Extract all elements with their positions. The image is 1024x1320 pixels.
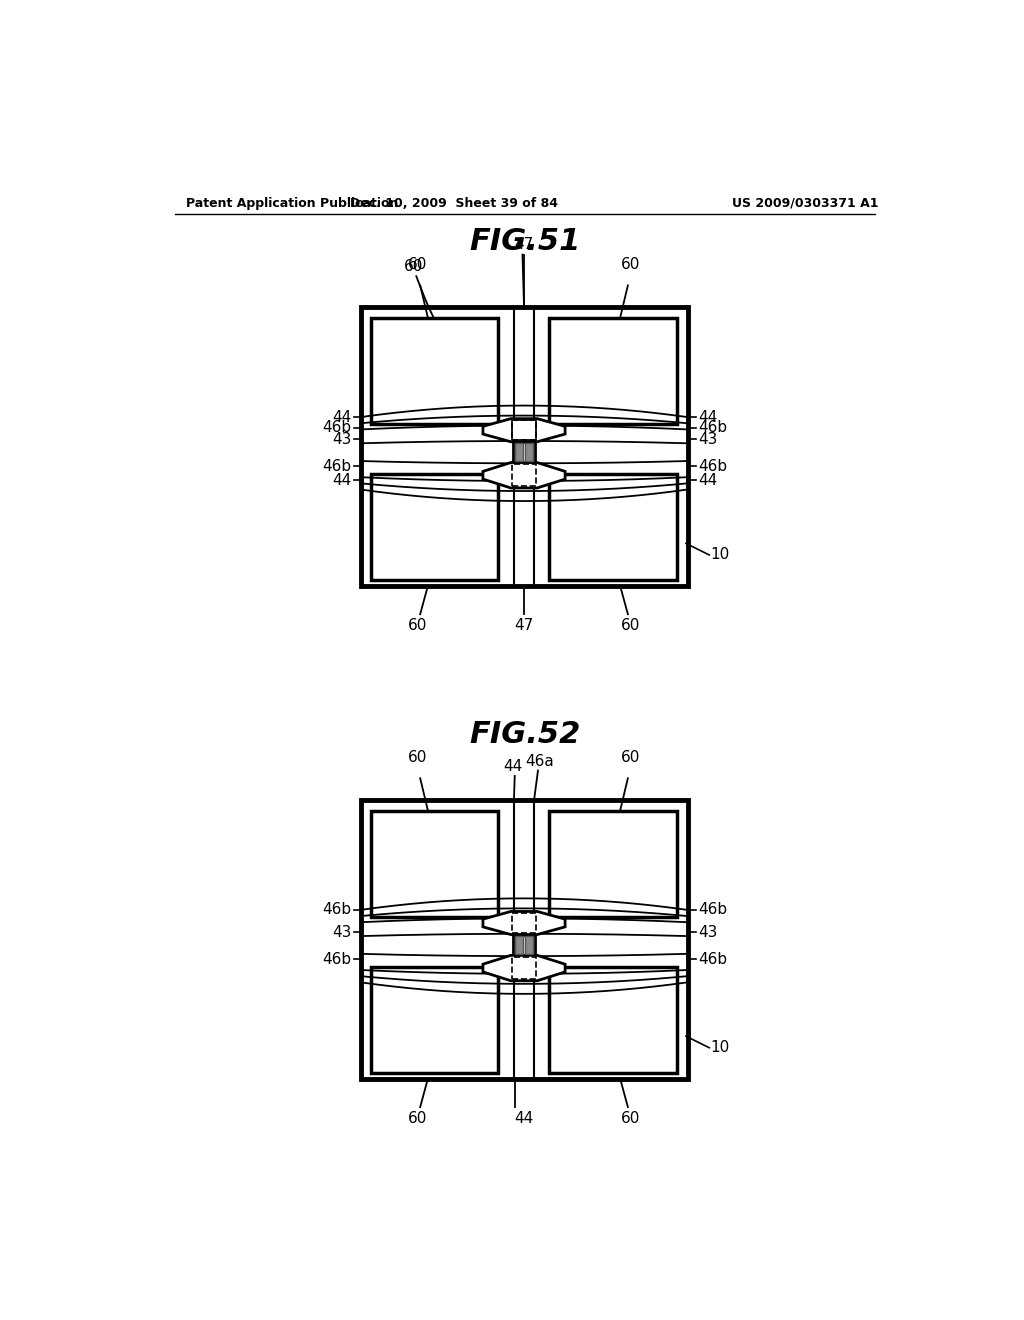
Bar (513, 935, 535, 956)
Bar (371, 474, 499, 581)
Text: 46b: 46b (698, 459, 727, 474)
Text: 47: 47 (514, 238, 534, 252)
Bar (524, 444, 534, 461)
Text: 44: 44 (332, 409, 351, 425)
Text: 60: 60 (621, 257, 640, 272)
Text: 46a: 46a (525, 754, 554, 770)
Polygon shape (483, 462, 565, 488)
Text: 60: 60 (408, 618, 427, 634)
Bar (512, 420, 536, 441)
Text: FIG.51: FIG.51 (469, 227, 581, 256)
Bar (512, 913, 536, 933)
Text: 43: 43 (332, 432, 351, 447)
Text: 46b: 46b (323, 420, 351, 436)
Bar (549, 966, 677, 1073)
Text: 44: 44 (514, 1111, 534, 1126)
Text: 10: 10 (711, 548, 730, 562)
Bar (512, 957, 536, 979)
Text: 60: 60 (408, 1111, 427, 1126)
Text: 43: 43 (698, 432, 718, 447)
Text: 60: 60 (408, 257, 427, 272)
Text: 46b: 46b (698, 903, 727, 917)
Bar (371, 318, 499, 424)
Bar (513, 442, 535, 462)
Text: 60: 60 (621, 618, 640, 634)
Bar (515, 936, 523, 954)
Bar (512, 465, 536, 487)
Text: Patent Application Publication: Patent Application Publication (186, 197, 398, 210)
Bar (371, 966, 499, 1073)
Text: 44: 44 (698, 409, 718, 425)
Text: 43: 43 (332, 925, 351, 940)
Bar (549, 810, 677, 917)
Text: 44: 44 (698, 473, 718, 488)
Text: 60: 60 (621, 750, 640, 766)
Text: 46b: 46b (323, 952, 351, 966)
Bar (360, 308, 687, 586)
Text: 44: 44 (503, 759, 522, 775)
Text: 43: 43 (698, 925, 718, 940)
Text: FIG.52: FIG.52 (469, 719, 581, 748)
Text: 46b: 46b (323, 903, 351, 917)
Text: Dec. 10, 2009  Sheet 39 of 84: Dec. 10, 2009 Sheet 39 of 84 (349, 197, 557, 210)
Text: 44: 44 (332, 473, 351, 488)
Bar (549, 474, 677, 581)
Polygon shape (483, 911, 565, 935)
Bar (371, 810, 499, 917)
Bar (549, 318, 677, 424)
Text: 60: 60 (621, 1111, 640, 1126)
Text: 60: 60 (408, 750, 427, 766)
Text: 46b: 46b (323, 459, 351, 474)
Bar (512, 420, 536, 441)
Bar (515, 444, 523, 461)
Text: 46b: 46b (698, 420, 727, 436)
Bar (360, 800, 687, 1078)
Bar (524, 936, 534, 954)
Text: 47: 47 (514, 618, 534, 634)
Text: 46b: 46b (698, 952, 727, 966)
Text: 10: 10 (711, 1040, 730, 1055)
Polygon shape (483, 418, 565, 442)
Text: 60: 60 (403, 259, 423, 275)
Text: US 2009/0303371 A1: US 2009/0303371 A1 (732, 197, 879, 210)
Polygon shape (483, 956, 565, 981)
